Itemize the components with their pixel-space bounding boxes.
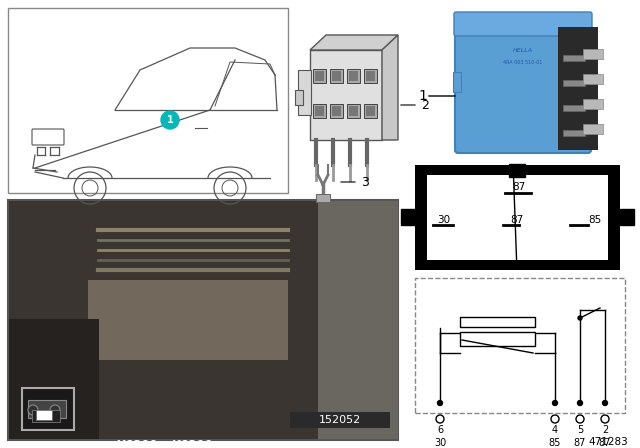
Bar [315, 106, 324, 116]
Bar [558, 27, 598, 150]
Text: 471283: 471283 [588, 437, 628, 447]
Bar [28, 400, 66, 418]
Bar [290, 412, 390, 428]
Circle shape [438, 401, 442, 405]
Bar [401, 209, 415, 225]
Text: 87: 87 [513, 182, 525, 192]
Bar [316, 194, 330, 202]
Text: 3: 3 [361, 176, 369, 189]
Bar [583, 99, 603, 109]
Bar [453, 72, 461, 92]
Bar [347, 104, 360, 118]
Circle shape [552, 401, 557, 405]
Bar [620, 209, 634, 225]
Text: 152052: 152052 [319, 415, 361, 425]
FancyBboxPatch shape [455, 24, 591, 153]
Bar [583, 74, 603, 84]
Bar [330, 104, 343, 118]
Text: X6300: X6300 [117, 439, 159, 448]
Bar [318, 201, 398, 439]
Text: 30: 30 [437, 215, 450, 225]
Bar [460, 332, 535, 346]
Bar [563, 55, 585, 61]
Bar [298, 70, 311, 115]
Text: 85: 85 [588, 215, 601, 225]
Bar [563, 130, 585, 136]
Text: 4: 4 [552, 425, 558, 435]
Polygon shape [382, 35, 398, 140]
Bar [366, 71, 375, 81]
Bar [330, 69, 343, 83]
Polygon shape [310, 35, 398, 50]
Text: K6300: K6300 [172, 439, 214, 448]
Bar [349, 106, 358, 116]
Bar [332, 71, 341, 81]
Text: 1: 1 [166, 115, 173, 125]
Bar [32, 410, 60, 422]
Bar [313, 104, 326, 118]
Circle shape [28, 405, 38, 415]
FancyBboxPatch shape [32, 129, 64, 145]
Bar [583, 49, 603, 59]
Text: 87: 87 [574, 438, 586, 448]
Bar [313, 69, 326, 83]
Bar [8, 200, 398, 440]
Circle shape [577, 401, 582, 405]
Bar [315, 71, 324, 81]
Bar [364, 69, 377, 83]
Text: 85: 85 [549, 438, 561, 448]
Bar [427, 175, 608, 260]
Circle shape [602, 401, 607, 405]
Circle shape [161, 111, 179, 129]
Bar [415, 278, 625, 413]
Bar [332, 106, 341, 116]
Bar [509, 164, 525, 177]
Circle shape [50, 405, 60, 415]
Bar [563, 80, 585, 86]
Bar [366, 106, 375, 116]
Text: 5: 5 [577, 425, 583, 435]
Bar [88, 280, 288, 360]
Text: HELLA: HELLA [513, 47, 533, 52]
Bar [8, 8, 288, 193]
Bar [22, 388, 74, 430]
Bar [310, 50, 382, 140]
Text: 87: 87 [510, 215, 524, 225]
Bar [9, 319, 99, 439]
Bar [349, 71, 358, 81]
Bar [583, 124, 603, 134]
Bar [460, 317, 535, 327]
Text: 1: 1 [418, 89, 427, 103]
Bar [36, 410, 52, 420]
Text: 2: 2 [421, 99, 429, 112]
Text: 2: 2 [602, 425, 608, 435]
Text: 30: 30 [434, 438, 446, 448]
FancyBboxPatch shape [454, 12, 592, 36]
Text: 87: 87 [599, 438, 611, 448]
Text: 4RA 003 510-01: 4RA 003 510-01 [503, 60, 543, 65]
Bar [9, 201, 397, 439]
Bar [364, 104, 377, 118]
Bar [563, 105, 585, 111]
Text: 6: 6 [437, 425, 443, 435]
Bar [295, 90, 303, 105]
Bar [415, 165, 620, 270]
Circle shape [578, 316, 582, 320]
Bar [347, 69, 360, 83]
